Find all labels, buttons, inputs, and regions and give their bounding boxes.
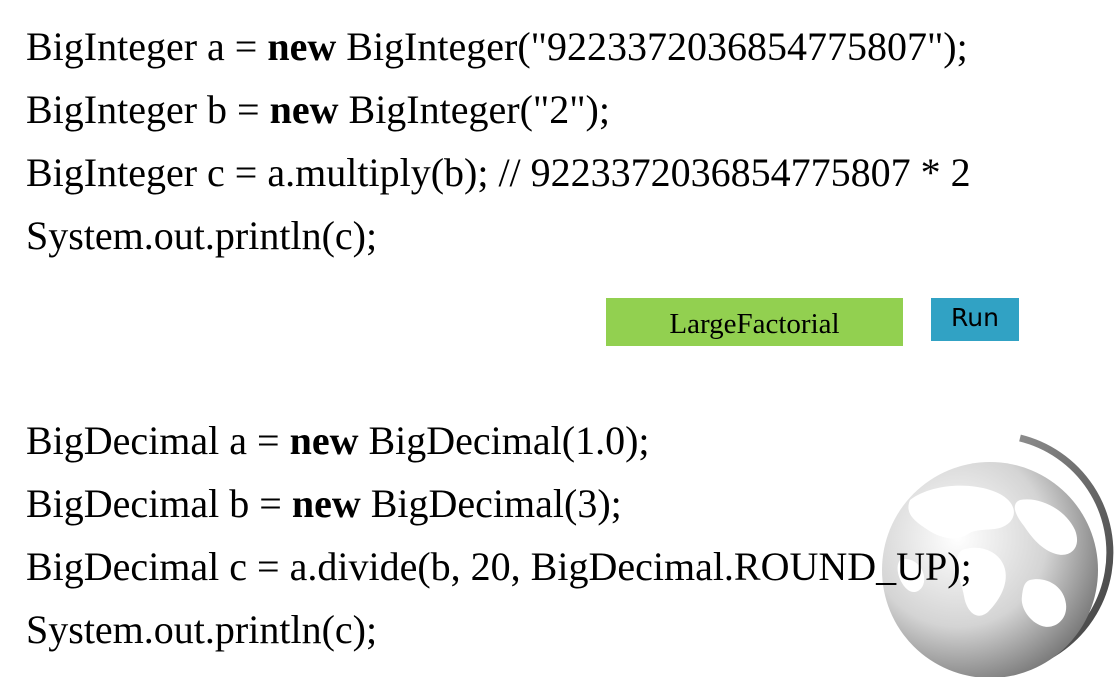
code-line: BigInteger c = a.multiply(b); // 9223372… <box>26 141 971 204</box>
code-line: BigDecimal b = new BigDecimal(3); <box>26 472 972 535</box>
code-text: BigInteger a = <box>26 24 268 69</box>
code-block-biginteger: BigInteger a = new BigInteger("922337203… <box>26 15 971 267</box>
code-text: BigDecimal(1.0); <box>358 418 650 463</box>
code-text: BigInteger c = a.multiply(b); // 9223372… <box>26 150 971 195</box>
code-line: System.out.println(c); <box>26 598 972 661</box>
code-text: BigDecimal b = <box>26 481 292 526</box>
keyword-new: new <box>289 418 359 463</box>
code-line: BigInteger a = new BigInteger("922337203… <box>26 15 971 78</box>
code-line: System.out.println(c); <box>26 204 971 267</box>
keyword-new: new <box>291 481 361 526</box>
code-line: BigDecimal a = new BigDecimal(1.0); <box>26 409 972 472</box>
code-block-bigdecimal: BigDecimal a = new BigDecimal(1.0); BigD… <box>26 409 972 661</box>
globe-icon <box>882 434 1114 677</box>
code-text: BigInteger("9223372036854775807"); <box>336 24 968 69</box>
code-text: BigDecimal a = <box>26 418 290 463</box>
large-factorial-button[interactable]: LargeFactorial <box>606 298 903 346</box>
code-text: BigInteger("2"); <box>338 87 610 132</box>
keyword-new: new <box>267 24 337 69</box>
code-line: BigInteger b = new BigInteger("2"); <box>26 78 971 141</box>
code-text: System.out.println(c); <box>26 607 378 652</box>
code-text: System.out.println(c); <box>26 213 378 258</box>
code-text: BigDecimal(3); <box>360 481 622 526</box>
code-line: BigDecimal c = a.divide(b, 20, BigDecima… <box>26 535 972 598</box>
keyword-new: new <box>269 87 339 132</box>
run-button[interactable]: Run <box>931 298 1019 341</box>
code-text: BigInteger b = <box>26 87 270 132</box>
code-text: BigDecimal c = a.divide(b, 20, BigDecima… <box>26 544 972 589</box>
